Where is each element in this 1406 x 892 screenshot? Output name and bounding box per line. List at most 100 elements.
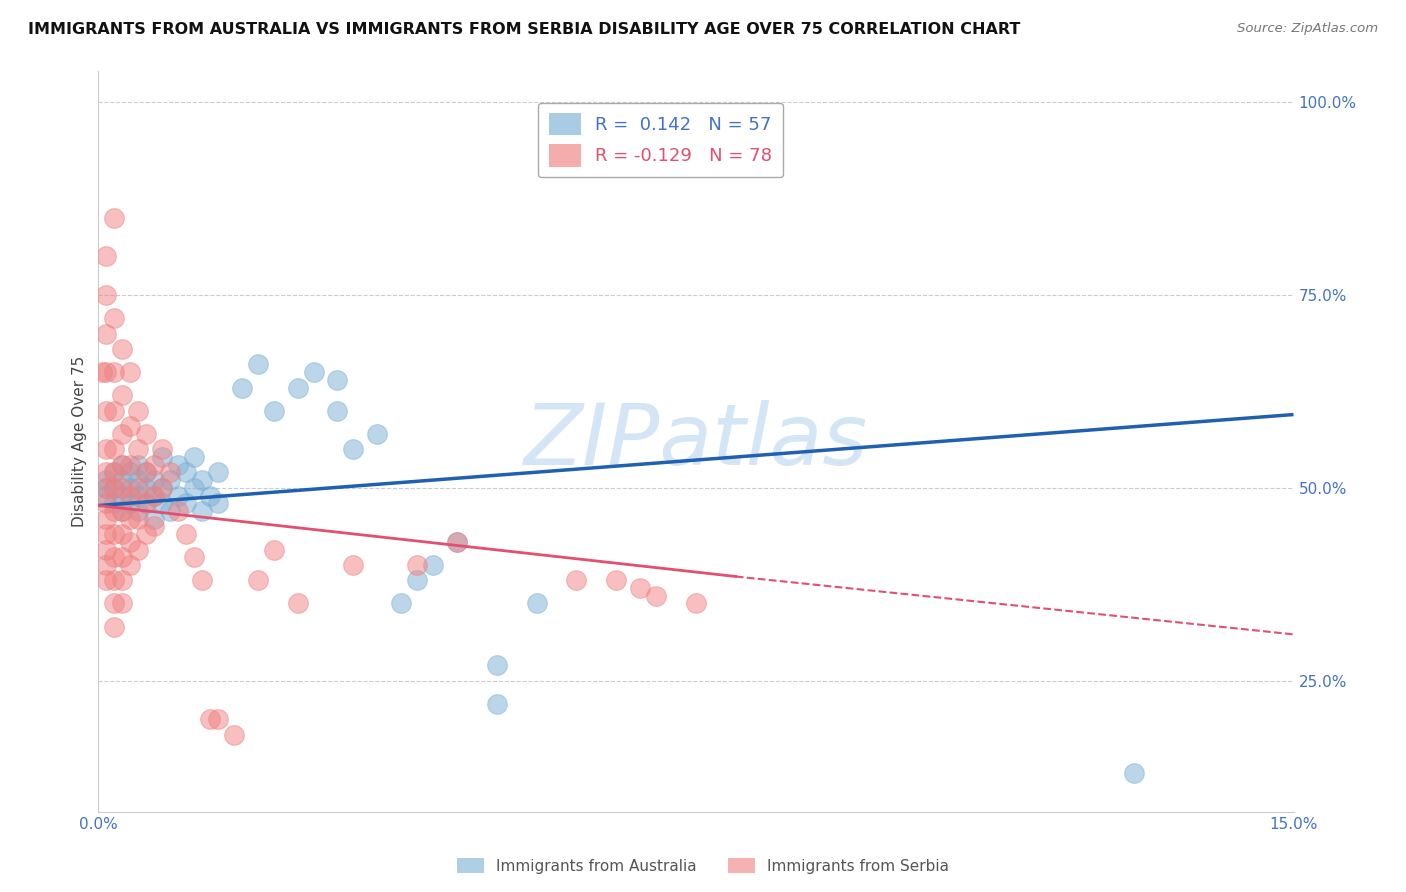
Point [111,458,134,472]
Point [103,211,125,225]
Point [111,504,134,518]
Point [120,458,142,472]
Point [103,442,125,457]
Point [111,489,134,503]
Point [246,574,269,588]
Text: Source: ZipAtlas.com: Source: ZipAtlas.com [1237,22,1378,36]
Point [143,458,166,472]
Point [191,504,214,518]
Point [96,481,118,495]
Point [485,697,508,711]
Point [127,473,149,487]
Point [159,466,181,480]
Point [135,481,157,495]
Point [103,466,125,480]
Point [96,250,118,264]
Y-axis label: Disability Age Over 75: Disability Age Over 75 [72,356,87,527]
Point [183,550,205,565]
Point [174,527,197,541]
Point [526,597,548,611]
Point [302,365,325,379]
Text: IMMIGRANTS FROM AUSTRALIA VS IMMIGRANTS FROM SERBIA DISABILITY AGE OVER 75 CORRE: IMMIGRANTS FROM AUSTRALIA VS IMMIGRANTS … [28,22,1021,37]
Point [207,496,229,510]
Point [96,511,118,525]
Point [406,574,429,588]
Point [191,473,214,487]
Point [111,473,134,487]
Point [135,466,157,480]
Point [103,365,125,379]
Point [96,481,118,495]
Point [485,658,508,673]
Point [103,527,125,541]
Point [150,481,173,495]
Point [103,481,125,495]
Point [143,511,166,525]
Point [103,311,125,326]
Point [127,489,149,503]
Point [174,496,197,510]
Point [120,365,142,379]
Point [143,489,166,503]
Point [96,527,118,541]
Point [127,458,149,472]
Point [111,342,134,356]
Point [1123,766,1146,780]
Point [246,358,269,372]
Point [159,504,181,518]
Point [103,403,125,417]
Point [135,426,157,441]
Point [143,519,166,533]
Point [96,542,118,557]
Point [135,496,157,510]
Point [645,589,668,603]
Point [96,442,118,457]
Point [326,403,349,417]
Point [103,597,125,611]
Point [96,365,118,379]
Point [96,496,118,510]
Point [174,466,197,480]
Point [159,473,181,487]
Point [111,458,134,472]
Point [111,527,134,541]
Point [120,466,142,480]
Point [287,597,309,611]
Point [198,712,221,726]
Point [263,403,285,417]
Point [103,504,125,518]
Point [207,712,229,726]
Point [96,403,118,417]
Point [326,373,349,387]
Point [96,326,118,341]
Point [96,288,118,302]
Point [103,496,125,510]
Point [96,473,118,487]
Point [111,597,134,611]
Point [120,489,142,503]
Point [342,558,364,572]
Point [103,466,125,480]
Point [366,426,388,441]
Point [389,597,412,611]
Point [120,511,142,525]
Legend: R =  0.142   N = 57, R = -0.129   N = 78: R = 0.142 N = 57, R = -0.129 N = 78 [537,103,783,178]
Point [422,558,444,572]
Point [96,558,118,572]
Point [191,574,214,588]
Point [96,466,118,480]
Point [111,388,134,402]
Point [111,504,134,518]
Point [143,473,166,487]
Point [150,442,173,457]
Point [135,466,157,480]
Point [143,489,166,503]
Point [207,466,229,480]
Point [103,550,125,565]
Point [127,511,149,525]
Point [167,458,190,472]
Point [183,481,205,495]
Point [406,558,429,572]
Point [685,597,707,611]
Point [135,496,157,510]
